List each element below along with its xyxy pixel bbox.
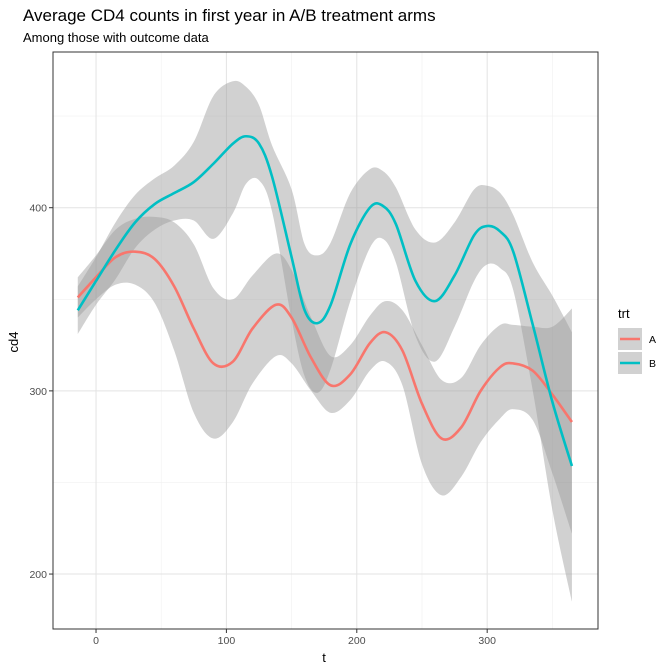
plot-panel — [52, 51, 599, 630]
ribbon-a — [77, 216, 572, 534]
y-tick-label: 200 — [29, 569, 47, 581]
x-tick-label: 0 — [93, 635, 99, 647]
y-tick-label: 300 — [29, 386, 47, 398]
legend: trt AB — [618, 306, 656, 374]
x-tick-label: 300 — [478, 635, 496, 647]
y-axis-title: cd4 — [6, 332, 21, 353]
legend-label-a: A — [649, 334, 656, 346]
x-tick-label: 100 — [218, 635, 236, 647]
panel-background — [53, 52, 598, 629]
confidence-bands — [77, 80, 572, 602]
line-a — [76, 250, 573, 441]
y-axis: 200 300 400 — [29, 203, 53, 581]
chart-title: Average CD4 counts in first year in A/B … — [23, 6, 436, 25]
y-tick-label: 400 — [29, 203, 47, 215]
legend-title: trt — [618, 306, 630, 321]
legend-label-b: B — [649, 358, 656, 370]
panel-border — [52, 51, 599, 630]
ribbon-b — [77, 80, 572, 602]
line-b — [76, 134, 574, 467]
x-axis: 0 100 200 300 — [93, 629, 496, 647]
chart-subtitle: Among those with outcome data — [23, 30, 209, 45]
x-tick-label: 200 — [348, 635, 366, 647]
series-lines — [76, 134, 574, 467]
x-axis-title: t — [322, 650, 326, 665]
